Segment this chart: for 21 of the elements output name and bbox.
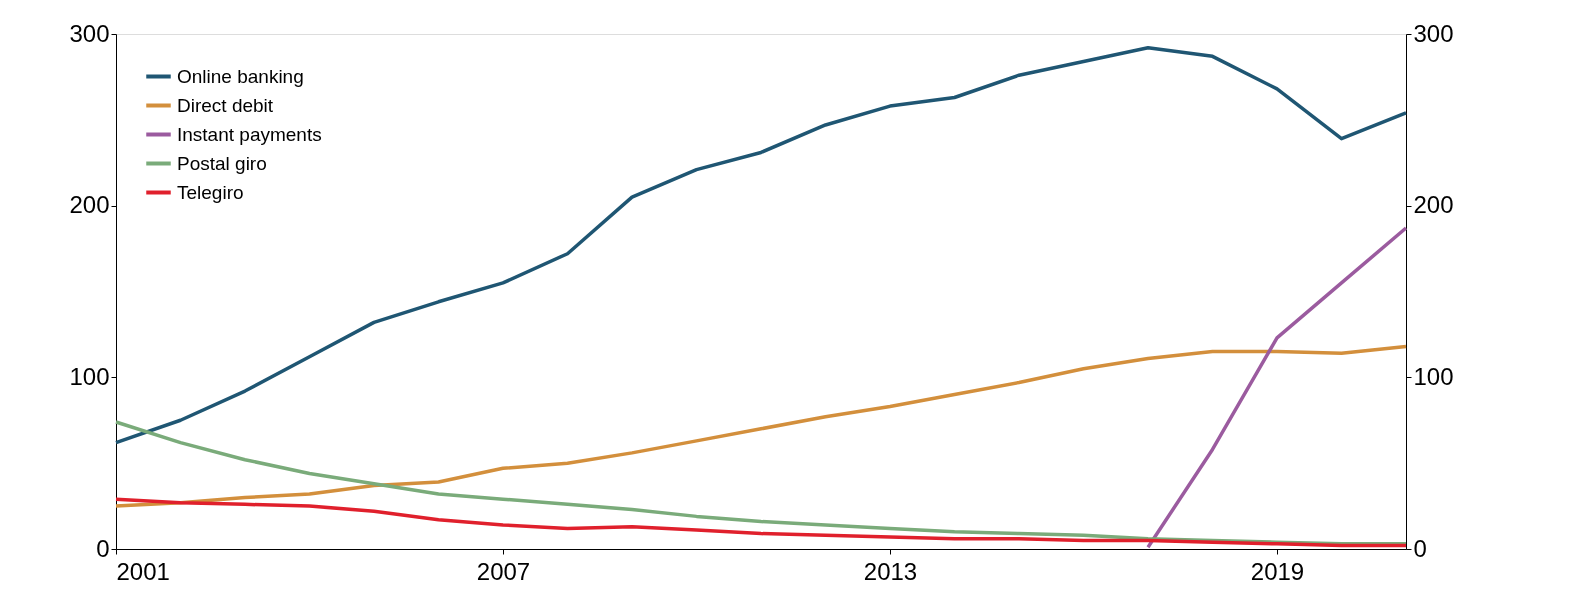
line-series	[114, 45, 1408, 445]
y-tick-label: 0	[96, 534, 110, 562]
y2-tick-label: 100	[1413, 362, 1454, 390]
line-series	[114, 344, 1408, 508]
x-tick-label: 2013	[863, 557, 918, 585]
x-tick-label: 2007	[476, 557, 531, 585]
y-tick-label: 200	[69, 191, 110, 219]
legend-label: Direct debit	[177, 94, 274, 116]
line-series	[1146, 226, 1408, 550]
y2-tick-label: 0	[1413, 534, 1427, 562]
legend-label: Online banking	[177, 65, 304, 87]
y-tick-label: 300	[69, 19, 110, 47]
line-series	[114, 420, 1408, 546]
x-tick-label: 2001	[116, 557, 170, 585]
x-tick-label: 2019	[1250, 557, 1305, 585]
y2-tick-label: 300	[1413, 19, 1454, 47]
legend-label: Telegiro	[177, 181, 244, 203]
legend-label: Instant payments	[177, 123, 322, 145]
y2-tick-label: 200	[1413, 191, 1454, 219]
legend-label: Postal giro	[177, 152, 267, 174]
y-tick-label: 100	[69, 362, 110, 390]
